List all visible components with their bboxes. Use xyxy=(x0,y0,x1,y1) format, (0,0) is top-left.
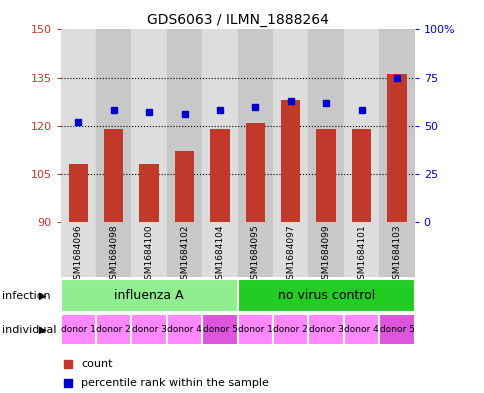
Text: count: count xyxy=(81,358,112,369)
Bar xyxy=(378,29,414,222)
Text: donor 5: donor 5 xyxy=(202,325,237,334)
Bar xyxy=(96,29,131,222)
Bar xyxy=(202,222,237,277)
Bar xyxy=(343,29,378,222)
Text: donor 4: donor 4 xyxy=(167,325,201,334)
Text: GSM1684098: GSM1684098 xyxy=(109,225,118,285)
Bar xyxy=(280,100,300,222)
Bar xyxy=(166,29,202,222)
Bar xyxy=(60,29,96,222)
Text: GSM1684104: GSM1684104 xyxy=(215,225,224,285)
Bar xyxy=(378,314,414,345)
Bar xyxy=(272,314,308,345)
Bar xyxy=(60,279,237,312)
Text: individual: individual xyxy=(2,325,57,335)
Text: no virus control: no virus control xyxy=(277,289,374,302)
Text: infection: infection xyxy=(2,291,51,301)
Text: donor 5: donor 5 xyxy=(379,325,413,334)
Bar xyxy=(139,164,159,222)
Text: donor 4: donor 4 xyxy=(344,325,378,334)
Bar xyxy=(386,74,406,222)
Text: donor 2: donor 2 xyxy=(273,325,307,334)
Bar xyxy=(343,314,378,345)
Bar xyxy=(131,314,166,345)
Bar xyxy=(316,129,335,222)
Bar xyxy=(210,129,229,222)
Text: GSM1684097: GSM1684097 xyxy=(286,225,295,285)
Bar xyxy=(378,222,414,277)
Text: GSM1684099: GSM1684099 xyxy=(321,225,330,285)
Text: donor 1: donor 1 xyxy=(238,325,272,334)
Bar xyxy=(131,222,166,277)
Bar xyxy=(237,279,414,312)
Text: GSM1684103: GSM1684103 xyxy=(392,225,401,285)
Title: GDS6063 / ILMN_1888264: GDS6063 / ILMN_1888264 xyxy=(146,13,328,27)
Bar xyxy=(351,129,371,222)
Bar xyxy=(166,222,202,277)
Text: GSM1684100: GSM1684100 xyxy=(144,225,153,285)
Bar xyxy=(237,222,272,277)
Bar xyxy=(202,314,237,345)
Bar xyxy=(272,29,308,222)
Text: GSM1684102: GSM1684102 xyxy=(180,225,189,285)
Bar xyxy=(104,129,123,222)
Text: GSM1684095: GSM1684095 xyxy=(250,225,259,285)
Text: ▶: ▶ xyxy=(39,325,46,335)
Bar xyxy=(202,29,237,222)
Bar xyxy=(308,222,343,277)
Text: donor 2: donor 2 xyxy=(96,325,131,334)
Text: influenza A: influenza A xyxy=(114,289,183,302)
Text: GSM1684101: GSM1684101 xyxy=(356,225,365,285)
Bar xyxy=(308,314,343,345)
Bar xyxy=(131,29,166,222)
Bar xyxy=(237,29,272,222)
Text: ▶: ▶ xyxy=(39,291,46,301)
Bar xyxy=(272,222,308,277)
Text: donor 3: donor 3 xyxy=(132,325,166,334)
Bar xyxy=(68,164,88,222)
Bar xyxy=(96,314,131,345)
Bar xyxy=(166,314,202,345)
Text: donor 1: donor 1 xyxy=(61,325,95,334)
Bar xyxy=(96,222,131,277)
Bar xyxy=(245,123,265,222)
Text: GSM1684096: GSM1684096 xyxy=(74,225,83,285)
Text: donor 3: donor 3 xyxy=(308,325,343,334)
Bar xyxy=(60,222,96,277)
Bar xyxy=(343,222,378,277)
Bar xyxy=(60,314,96,345)
Bar xyxy=(308,29,343,222)
Bar xyxy=(237,314,272,345)
Text: percentile rank within the sample: percentile rank within the sample xyxy=(81,378,268,388)
Bar xyxy=(174,151,194,222)
